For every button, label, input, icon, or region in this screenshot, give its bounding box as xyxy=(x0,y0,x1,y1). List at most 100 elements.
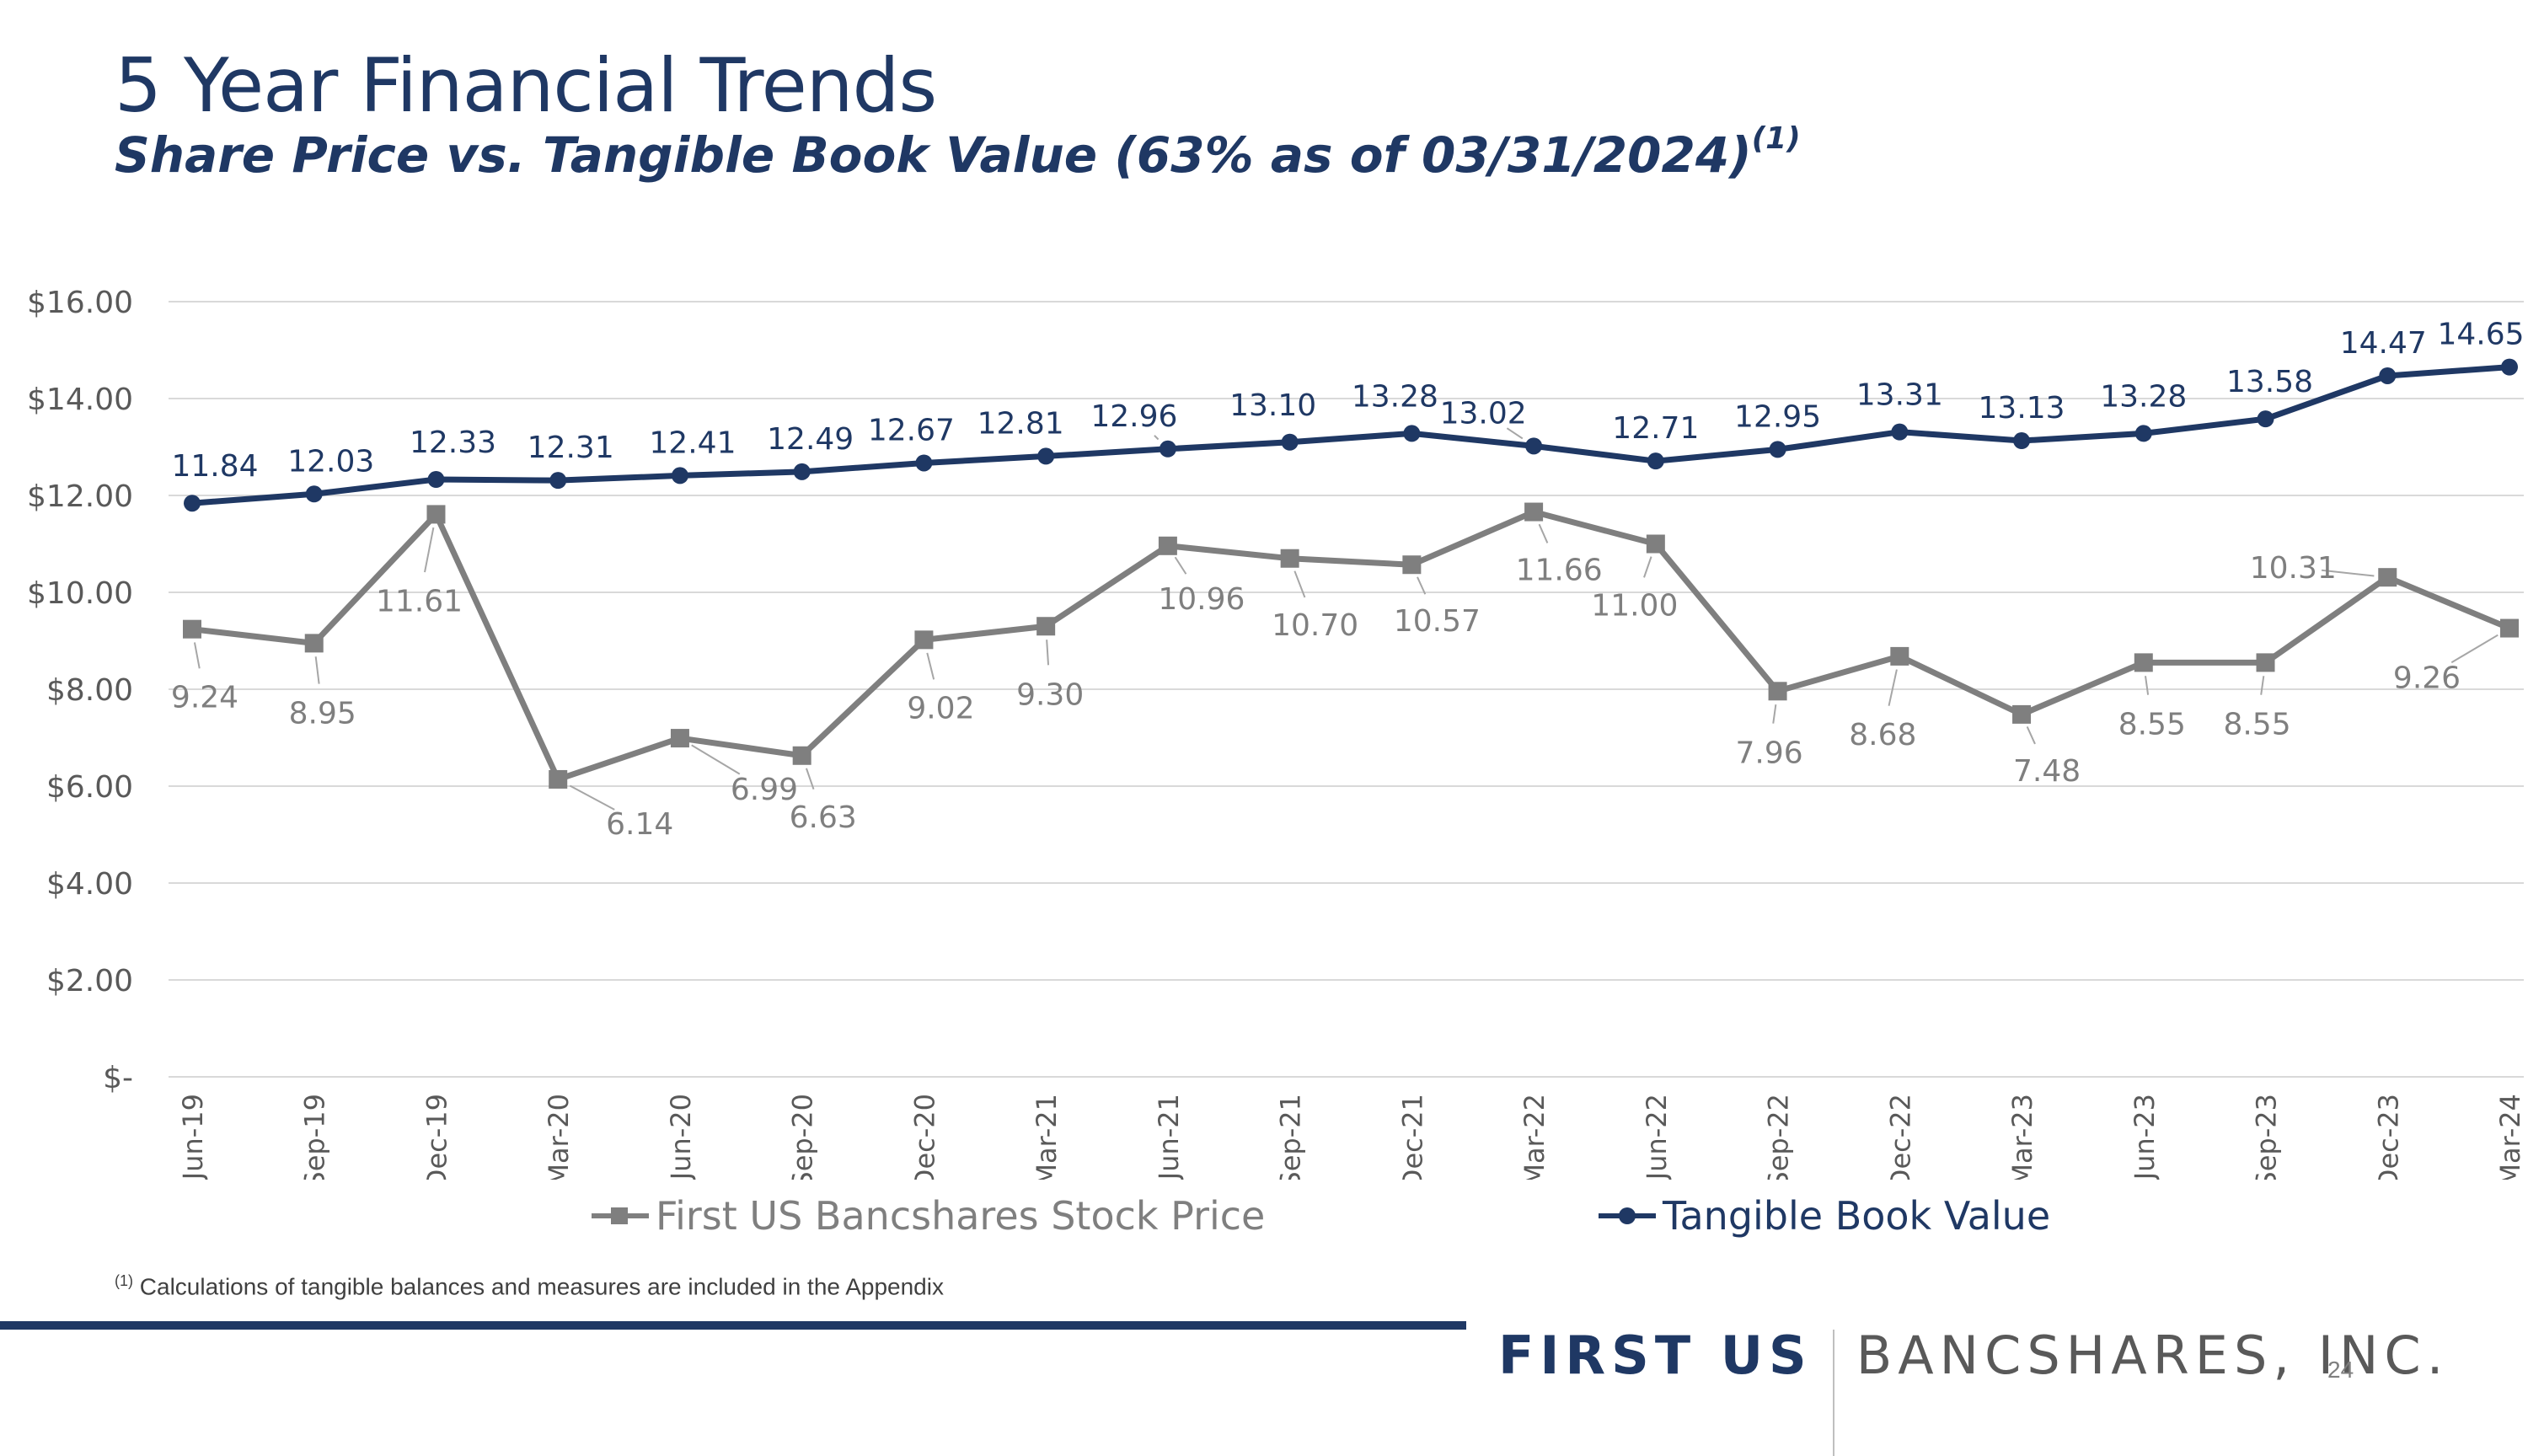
tangible-book-value-data-label: 14.65 xyxy=(2437,318,2524,352)
stock-price-data-label: 6.14 xyxy=(606,807,673,842)
data-label-leader xyxy=(1154,435,1160,441)
x-tick-label: Dec-19 xyxy=(420,1094,453,1180)
stock-price-point xyxy=(1280,549,1299,568)
tangible-book-value-data-label: 11.84 xyxy=(171,449,258,484)
brand-divider xyxy=(1832,1330,1834,1456)
data-label-leader xyxy=(2144,676,2150,695)
data-label-leader xyxy=(1888,669,1898,706)
tangible-book-value-line xyxy=(191,364,2510,506)
stock-price-point xyxy=(1524,502,1544,522)
stock-price-data-label: 10.57 xyxy=(1394,604,1481,639)
tangible-book-value-point xyxy=(2501,358,2518,376)
tangible-book-value-data-label: 12.67 xyxy=(868,413,955,447)
brand-name-bold: FIRST US xyxy=(1498,1325,1813,1387)
y-tick-label: $6.00 xyxy=(46,770,133,805)
x-tick-label: Jun-19 xyxy=(177,1094,209,1180)
stock-price-point xyxy=(426,505,446,524)
tangible-book-value-data-label: 12.81 xyxy=(977,406,1064,441)
footnote-ref: (1) xyxy=(115,1272,133,1289)
tangible-book-value-data-label: 12.95 xyxy=(1734,399,1821,434)
stock-price-point xyxy=(914,630,934,650)
tangible-book-value-data-label: 12.41 xyxy=(649,426,736,460)
y-tick-label: $2.00 xyxy=(46,964,133,998)
tangible-book-value-data-label: 12.03 xyxy=(287,444,374,479)
x-axis-ticks: Jun-19 Sep-19 Dec-19 Mar-20 Jun-20 Sep-20 Dec-… xyxy=(177,1094,2526,1180)
x-tick-label: Mar-20 xyxy=(543,1094,575,1180)
data-label-leader xyxy=(2026,726,2036,745)
stock-price-data-label: 8.55 xyxy=(2118,707,2186,741)
y-axis-ticks: $- $2.00 $4.00 $6.00 $8.00 $10.00 $12.00 $14.00… xyxy=(27,286,133,1095)
data-label-leader xyxy=(1174,556,1187,575)
x-tick-label: Dec-21 xyxy=(1396,1094,1428,1180)
tangible-book-value-point xyxy=(305,485,323,503)
footnote-text: Calculations of tangible balances and me… xyxy=(139,1273,944,1300)
data-label-leader xyxy=(2450,634,2499,664)
legend-stock-price[interactable]: First US Bancshares Stock Price xyxy=(590,1191,1265,1241)
tangible-book-value-data-label: 13.28 xyxy=(2100,379,2187,414)
x-tick-label: Jun-21 xyxy=(1153,1094,1185,1180)
x-tick-label: Sep-20 xyxy=(787,1094,819,1180)
stock-price-point xyxy=(2500,618,2519,638)
data-label-leader xyxy=(193,642,201,669)
series-markers xyxy=(183,358,2519,789)
tangible-book-value-data-label: 12.96 xyxy=(1090,399,1177,434)
y-tick-label: $16.00 xyxy=(27,286,133,320)
x-tick-label: Mar-24 xyxy=(2494,1094,2526,1180)
stock-price-point xyxy=(1768,682,1787,701)
stock-price-point xyxy=(1036,617,1056,636)
company-logo: FIRST US BANCSHARES, INC. xyxy=(1498,1296,2449,1456)
data-label-leader xyxy=(424,527,435,573)
stock-price-data-label: 10.96 xyxy=(1158,582,1245,617)
tangible-book-value-point xyxy=(671,467,688,484)
tangible-book-value-point xyxy=(2134,425,2152,442)
stock-price-data-label: 11.66 xyxy=(1516,554,1603,588)
stock-price-data-label: 9.02 xyxy=(907,691,974,725)
tangible-book-value-point xyxy=(1891,423,1909,441)
stock-price-data-label: 8.95 xyxy=(289,696,356,731)
x-tick-label: Mar-22 xyxy=(1518,1094,1551,1180)
tangible-book-value-data-label: 13.28 xyxy=(1352,379,1438,414)
legend-tangible-book-value[interactable]: Tangible Book Value xyxy=(1597,1191,2050,1241)
stock-price-point xyxy=(183,619,201,639)
tangible-book-value-data-label: 13.02 xyxy=(1440,396,1527,431)
stock-price-point xyxy=(670,729,689,748)
tangible-book-value-point xyxy=(2013,432,2031,450)
data-label-leader xyxy=(1772,704,1777,724)
stock-price-data-label: 10.70 xyxy=(1272,608,1358,643)
x-tick-label: Sep-23 xyxy=(2251,1094,2283,1180)
data-label-leader xyxy=(569,784,615,811)
tangible-book-value-point xyxy=(1525,437,1543,455)
stock-price-data-label: 11.61 xyxy=(376,584,463,618)
x-tick-label: Jun-22 xyxy=(1641,1094,1673,1180)
y-tick-label: $8.00 xyxy=(46,673,133,708)
stock-price-data-label: 7.96 xyxy=(1736,736,1803,770)
data-label-leader xyxy=(2321,569,2375,577)
x-tick-label: Mar-21 xyxy=(1031,1094,1063,1180)
footer-rule xyxy=(0,1321,1466,1330)
data-label-leader xyxy=(1046,640,1050,666)
x-tick-label: Sep-22 xyxy=(1763,1094,1795,1180)
stock-price-data-label: 8.55 xyxy=(2223,707,2290,741)
tangible-book-value-data-label: 12.31 xyxy=(528,431,614,465)
data-label-leader xyxy=(1506,427,1524,440)
stock-price-point xyxy=(792,746,811,765)
data-label-leader xyxy=(926,652,935,680)
stock-price-data-label: 10.31 xyxy=(2250,551,2337,586)
tangible-book-value-point xyxy=(1159,440,1176,458)
stock-price-data-label: 7.48 xyxy=(2013,754,2081,789)
data-label-leader xyxy=(1417,576,1427,595)
x-tick-label: Jun-20 xyxy=(665,1094,697,1180)
stock-price-data-label: 9.24 xyxy=(171,681,238,715)
tangible-book-value-data-label: 13.13 xyxy=(1979,391,2065,426)
stock-price-data-label: 11.00 xyxy=(1591,589,1678,624)
x-tick-label: Jun-23 xyxy=(2129,1094,2161,1180)
stock-price-data-label: 6.63 xyxy=(790,800,857,835)
data-labels: 9.24 8.95 11.61 6.14 6.996.63 9.02 9.30 10.96 10… xyxy=(171,318,2525,842)
subtitle-text: Share Price vs. Tangible Book Value (63%… xyxy=(115,126,1752,184)
stock-price-line xyxy=(191,509,2511,783)
tangible-book-value-data-label: 13.58 xyxy=(2226,365,2313,399)
stock-price-point xyxy=(549,769,568,789)
tangible-book-value-data-label: 12.71 xyxy=(1612,411,1699,446)
data-label-leader xyxy=(1643,556,1652,578)
stock-price-point xyxy=(304,634,324,653)
